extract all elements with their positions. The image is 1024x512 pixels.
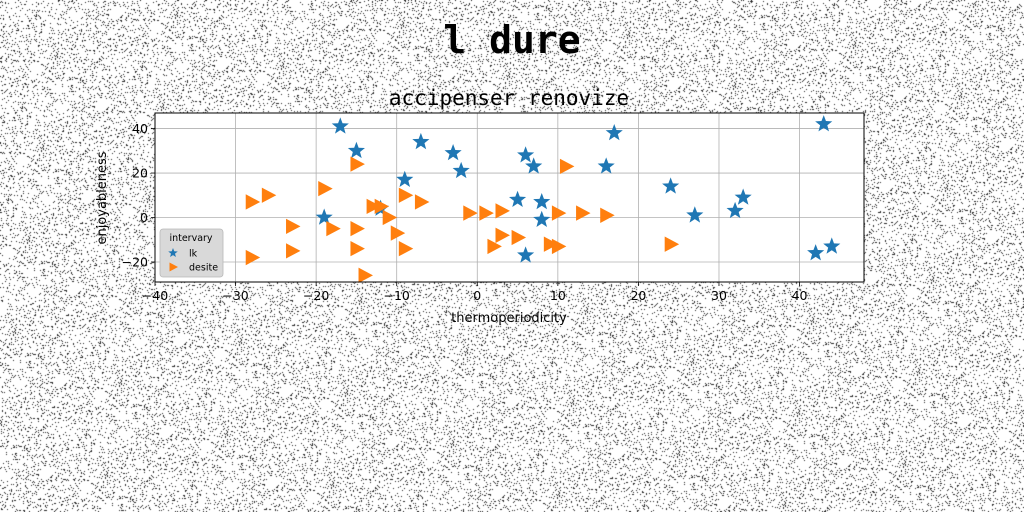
triangle-marker <box>495 227 510 243</box>
triangle-marker <box>576 205 591 221</box>
star-marker <box>517 146 535 163</box>
star-marker <box>452 161 470 179</box>
legend-label-lk: lk <box>189 249 198 260</box>
triangle-marker <box>350 156 365 172</box>
grid-lines <box>154 113 864 282</box>
star-marker <box>815 115 833 132</box>
star-marker <box>686 206 704 223</box>
star-marker <box>412 132 430 150</box>
triangle-marker <box>479 205 494 221</box>
triangle-marker <box>551 205 567 221</box>
triangle-marker <box>245 194 261 210</box>
triangle-marker <box>245 249 261 266</box>
star-marker <box>517 246 535 263</box>
triangle-marker <box>382 209 398 226</box>
x-tick-label: −20 <box>303 288 329 303</box>
triangle-marker <box>350 240 365 257</box>
legend-marker-lk <box>168 248 178 258</box>
plot-area <box>155 113 864 282</box>
triangle-marker <box>358 267 373 283</box>
star-marker <box>807 244 825 261</box>
triangle-marker <box>463 205 478 221</box>
legend-marker-desite <box>169 262 178 272</box>
triangle-marker <box>286 243 301 259</box>
legend-box <box>159 228 224 278</box>
star-marker <box>533 192 551 210</box>
triangle-marker <box>398 240 414 257</box>
triangle-marker <box>261 187 277 203</box>
x-axis-label: thermoperiodicity <box>451 311 567 326</box>
triangle-marker <box>326 220 341 237</box>
star-marker <box>509 190 527 207</box>
x-tick-label: 20 <box>630 288 646 303</box>
triangle-marker <box>350 220 365 237</box>
x-tick-label: 30 <box>711 288 727 303</box>
triangle-marker <box>390 225 406 241</box>
star-marker <box>726 201 744 219</box>
star-marker <box>662 177 680 194</box>
star-marker <box>315 208 333 225</box>
star-marker <box>823 237 841 254</box>
triangle-marker <box>600 207 615 223</box>
star-marker <box>396 170 414 187</box>
x-axis-ticks: −40 −30 −20 −10 0 10 20 30 40 <box>142 282 808 303</box>
chart-title: accipenser renovize <box>389 86 629 110</box>
triangle-marker <box>551 238 567 255</box>
star-marker <box>525 157 543 174</box>
star-marker <box>734 188 752 205</box>
triangle-marker <box>398 187 414 203</box>
triangle-marker <box>543 236 559 252</box>
figure-suptitle: l dure <box>443 18 581 62</box>
x-tick-label: −10 <box>384 288 410 303</box>
y-axis-ticks: −20 0 20 40 <box>122 121 155 269</box>
star-marker <box>597 157 615 174</box>
y-tick-label: 40 <box>132 121 148 136</box>
x-tick-label: −40 <box>142 288 168 303</box>
triangle-marker <box>286 218 301 235</box>
star-marker <box>444 144 462 161</box>
legend: intervary lk desite <box>159 228 224 278</box>
triangle-marker <box>511 229 527 246</box>
legend-title: intervary <box>169 233 212 244</box>
legend-label-desite: desite <box>189 263 218 274</box>
triangle-marker <box>495 203 510 219</box>
series-desite <box>245 156 680 283</box>
triangle-marker <box>374 198 390 215</box>
series-lk <box>315 115 841 263</box>
star-marker <box>331 117 349 134</box>
x-tick-label: 40 <box>792 288 808 303</box>
data-points <box>245 115 841 283</box>
triangle-marker <box>366 198 382 215</box>
triangle-marker <box>664 236 680 252</box>
y-axis-label: enjoyableness <box>95 151 110 244</box>
star-marker <box>347 141 365 159</box>
x-tick-label: 10 <box>550 288 566 303</box>
y-tick-label: 20 <box>132 166 148 181</box>
triangle-marker <box>318 180 333 197</box>
y-tick-label: 0 <box>140 210 148 225</box>
x-tick-label: 0 <box>473 288 481 303</box>
star-marker <box>605 124 623 141</box>
plot-frame <box>154 112 865 283</box>
x-tick-label: −30 <box>222 288 248 303</box>
triangle-marker <box>414 194 430 210</box>
triangle-marker <box>487 238 502 255</box>
y-tick-label: −20 <box>122 254 148 269</box>
star-marker <box>533 210 551 228</box>
triangle-marker <box>559 158 575 175</box>
